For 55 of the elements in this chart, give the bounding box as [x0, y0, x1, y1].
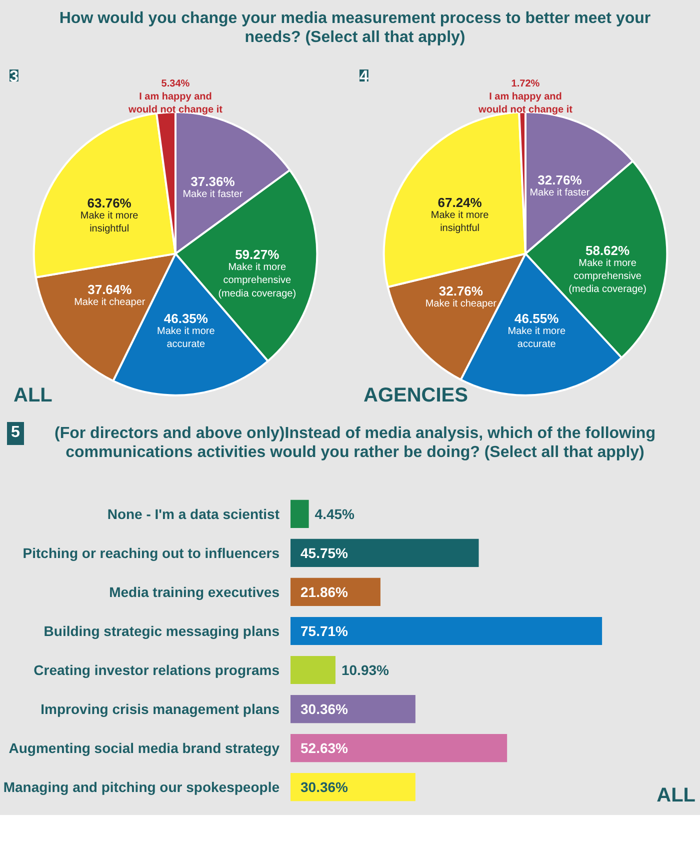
slice-label: Make it more insightful	[430, 210, 490, 234]
text: How would you change your media measurement process to better meet your needs? (Select all that apply)	[58, 9, 652, 48]
y-tick-label: Building strategic messaging plans	[44, 622, 280, 639]
bar	[290, 773, 416, 802]
data-label: 63.76%	[87, 196, 132, 211]
data-label: 5.34%	[161, 78, 190, 90]
bar	[290, 538, 479, 567]
bar	[290, 694, 416, 724]
data-label: 59.27%	[235, 247, 280, 262]
data-label: 52.63%	[300, 740, 349, 756]
text: ALL	[14, 384, 52, 406]
text: AGENCIES	[364, 384, 468, 406]
data-label: 45.75%	[300, 544, 349, 561]
data-label: 37.36%	[190, 174, 236, 189]
data-label: 46.55%	[514, 310, 560, 326]
data-label: 30.36%	[300, 701, 349, 718]
slice-label: Make it more accurate	[508, 326, 566, 350]
data-label: 10.93%	[341, 662, 390, 678]
bar	[290, 734, 508, 762]
slice-label: I am happy and would not change it	[478, 91, 574, 116]
slice-label: Make it cheaper	[425, 298, 498, 310]
slice-label: Make it cheaper	[74, 297, 146, 308]
y-tick-label: Media training executives	[109, 584, 280, 600]
data-label: 37.64%	[88, 282, 132, 298]
data-label: 58.62%	[585, 242, 630, 258]
data-label: 32.76%	[538, 172, 582, 188]
y-tick-label: Creating investor relations programs	[34, 662, 280, 678]
data-label: 75.71%	[300, 622, 349, 639]
y-tick-label: Improving crisis management plans	[40, 701, 280, 718]
bar	[290, 616, 602, 646]
chart-title: (For directors and above only)Instead of media analysis, which of the following communications activities would you rather be doing? (Select all that apply)	[54, 424, 656, 462]
y-tick-label: Managing and pitching our spokespeople	[3, 779, 280, 796]
text: 5	[7, 422, 24, 445]
bar	[290, 656, 336, 684]
y-tick-label: Pitching or reaching out to influencers	[22, 544, 280, 561]
text: ALL	[656, 784, 696, 806]
text: 4	[360, 68, 368, 86]
slice-label: Make it faster	[182, 188, 244, 200]
data-label: 4.45%	[314, 506, 356, 522]
slice-label: Make it faster	[530, 188, 590, 199]
y-tick-label: None - I'm a data scientist	[107, 506, 280, 522]
slice-label: Make it more insightful	[80, 210, 139, 235]
slice-label: I am happy and would not change it	[128, 91, 224, 116]
data-label: 67.24%	[438, 194, 482, 210]
slice-label: Make it more accurate	[157, 326, 216, 350]
data-label: 32.76%	[438, 284, 484, 299]
slice-label: Make it more comprehensive (media coverage)	[568, 258, 646, 296]
data-label: 46.35%	[164, 310, 208, 326]
y-tick-label: Augmenting social media brand strategy	[8, 740, 280, 756]
text: 3	[10, 68, 18, 86]
data-label: 30.36%	[300, 779, 349, 796]
data-label: 21.86%	[300, 584, 349, 600]
slice-label: Make it more comprehensive (media coverage)	[218, 262, 296, 300]
bar	[290, 500, 309, 528]
data-label: 1.72%	[511, 78, 540, 90]
